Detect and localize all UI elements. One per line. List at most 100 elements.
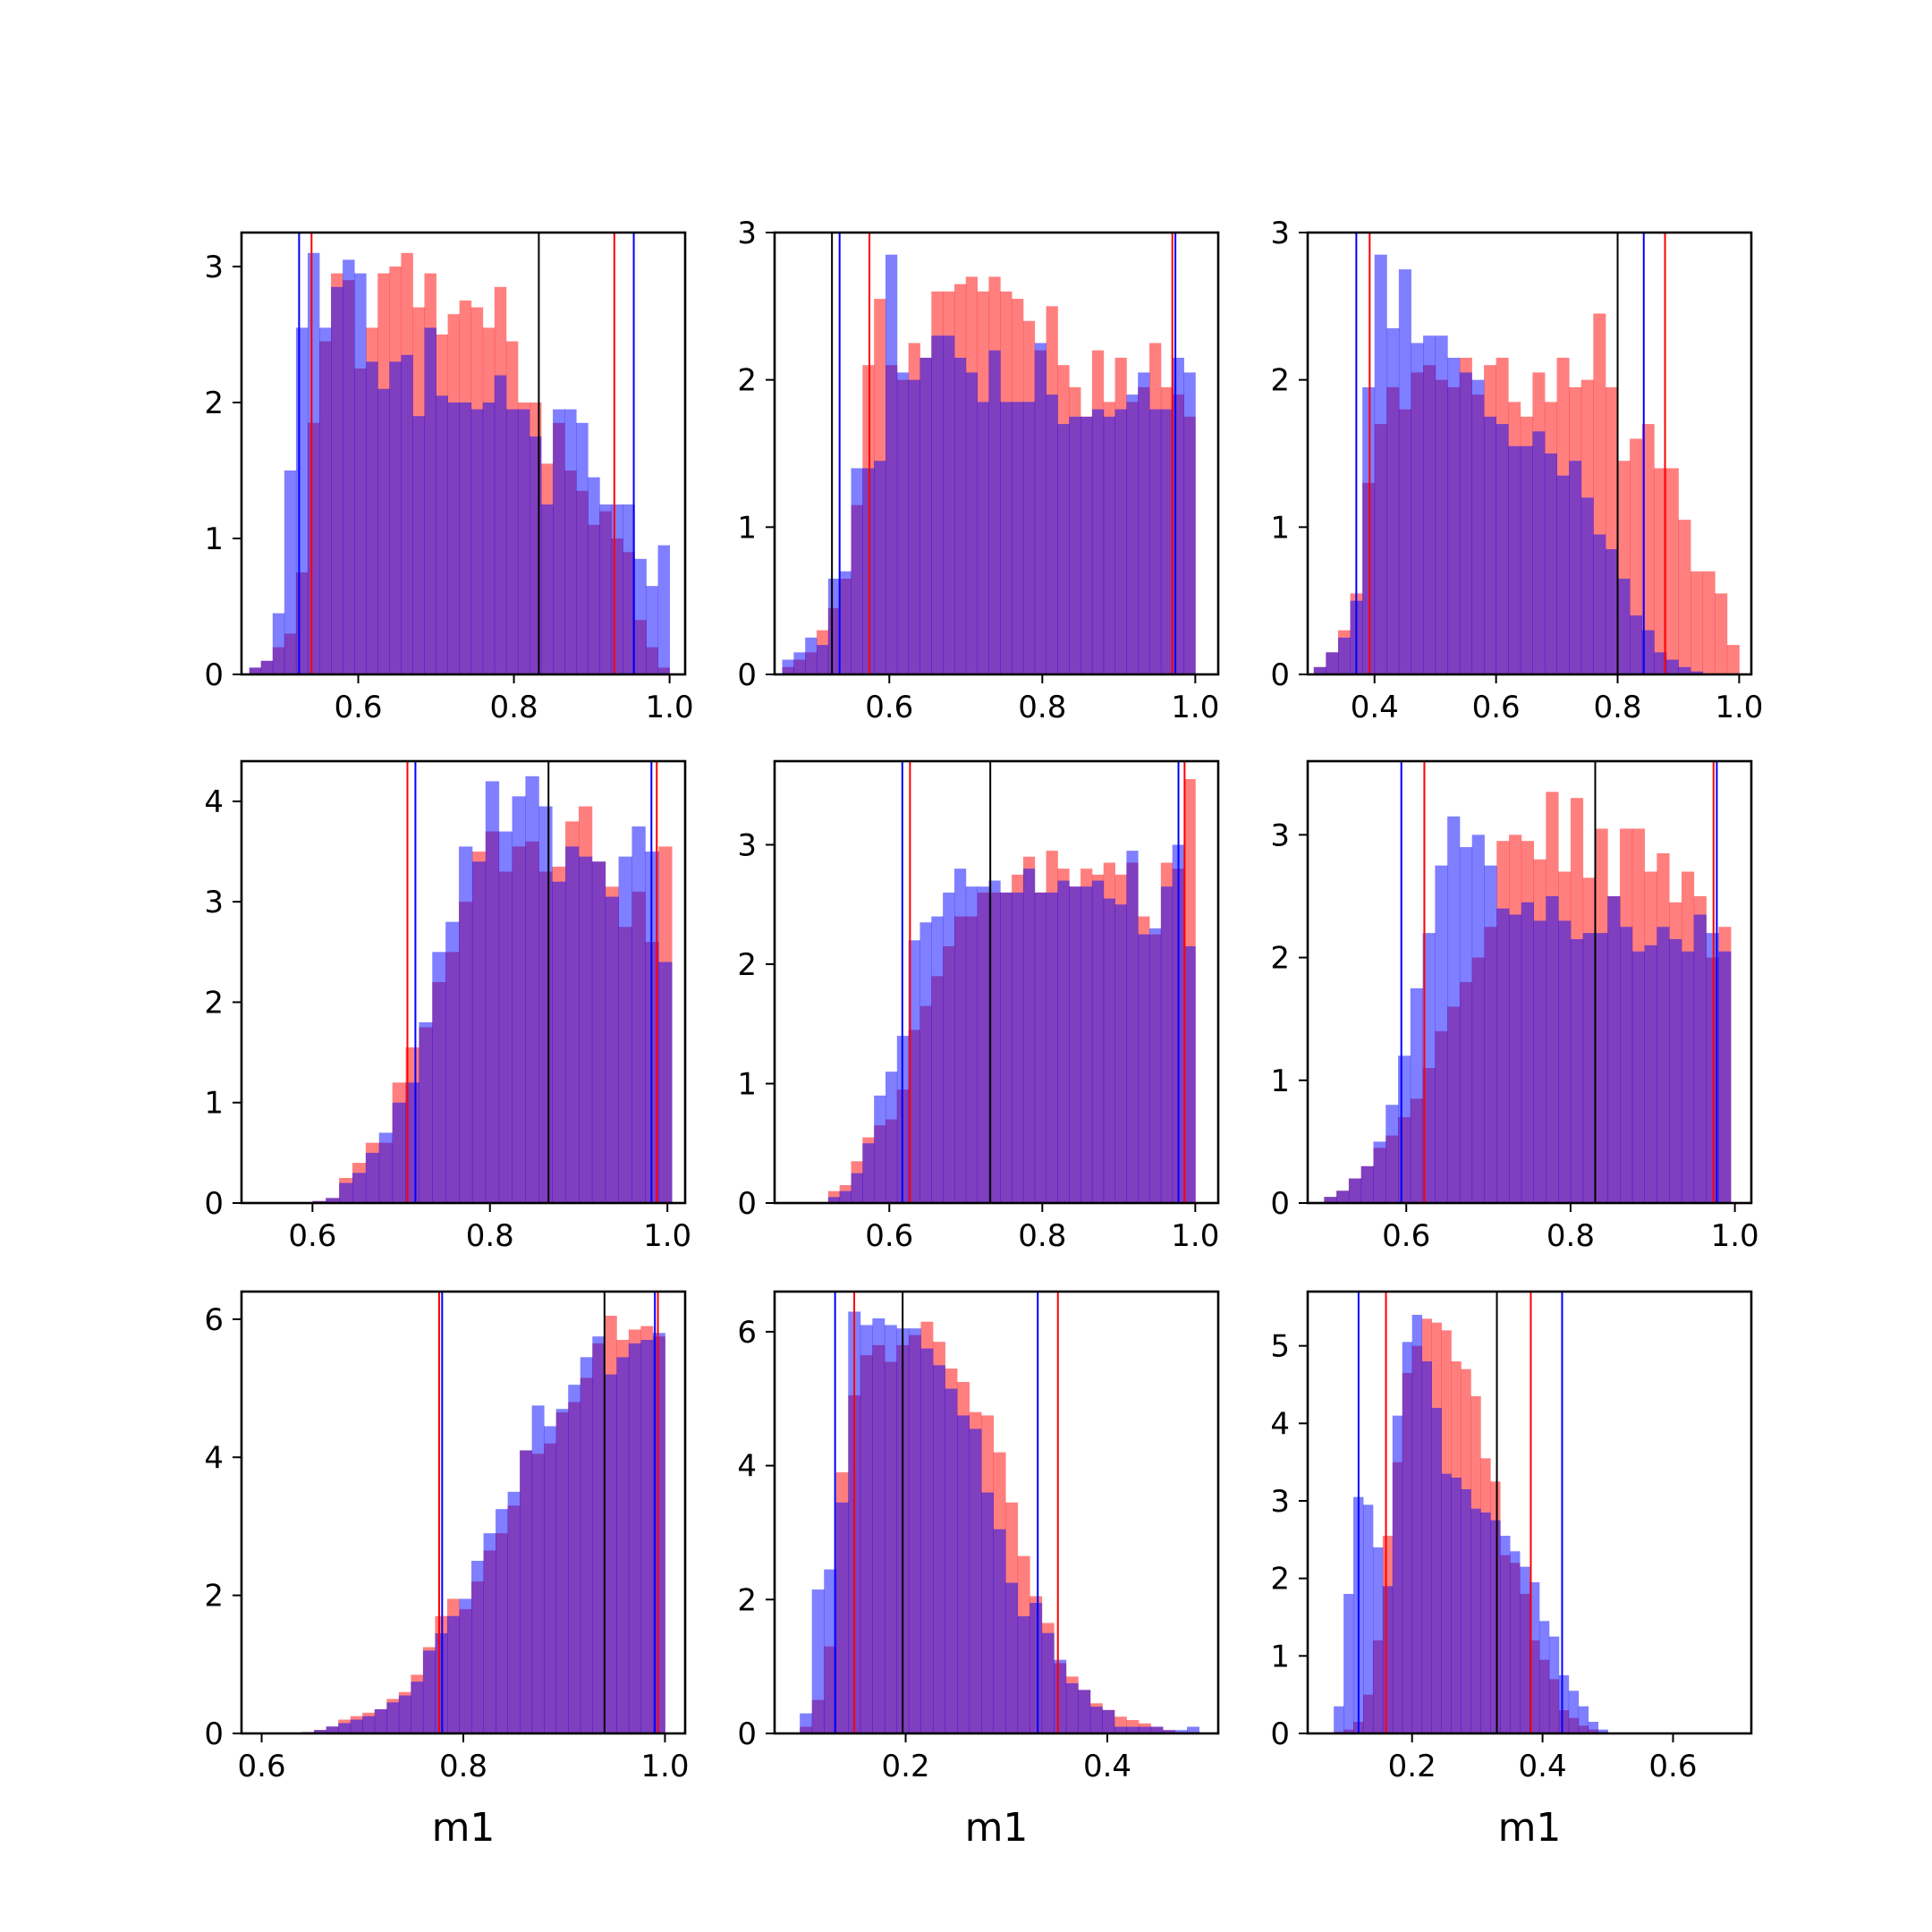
histogram-bar — [616, 1357, 630, 1733]
histogram-bar — [1605, 549, 1618, 674]
histogram-bar — [1000, 892, 1013, 1203]
x-tick-label: 0.8 — [490, 690, 538, 725]
histogram-panel-5: 0.6 0.8 1.0 0 1 2 3 — [737, 759, 1219, 1254]
histogram-bar — [1069, 886, 1081, 1203]
histogram-bar — [782, 659, 794, 674]
y-tick-label: 4 — [737, 1449, 757, 1485]
histogram-bar — [1337, 637, 1351, 674]
histogram-bar — [1057, 880, 1070, 1203]
x-tick-label: 0.8 — [466, 1218, 514, 1254]
histogram-bar — [401, 354, 413, 674]
histogram-bar — [1373, 1141, 1386, 1203]
histogram-bar — [564, 409, 577, 674]
y-tick-label: 3 — [204, 885, 224, 920]
y-tick-label: 3 — [737, 827, 757, 863]
histogram-bar — [482, 402, 496, 674]
x-tick-label: 0.8 — [1593, 690, 1641, 725]
histogram-bar — [860, 1325, 873, 1733]
y-tick-label: 0 — [204, 657, 224, 693]
histogram-bar — [1617, 578, 1631, 674]
histogram-bar — [343, 259, 355, 674]
histogram-bar — [839, 571, 852, 674]
histogram-panel-1: 0.6 0.8 1.0 0 1 2 3 — [204, 231, 694, 725]
histogram-bar — [578, 856, 593, 1203]
histogram-bar — [1402, 1342, 1413, 1733]
histogram-bar — [284, 470, 297, 674]
histogram-bar — [886, 254, 898, 674]
histogram-bar — [604, 1374, 617, 1734]
histogram-bar — [307, 252, 320, 674]
y-tick-label: 1 — [737, 510, 757, 546]
histogram-bar — [1398, 1055, 1411, 1203]
histogram-bar — [1057, 424, 1070, 674]
histogram-bar — [827, 578, 841, 674]
histogram-bar — [1398, 269, 1411, 674]
histogram-bar — [1654, 652, 1667, 674]
histogram-bar — [1726, 645, 1740, 674]
histogram-bar — [1665, 659, 1679, 674]
axes-frame — [1306, 231, 1753, 676]
histogram-bar — [1451, 1478, 1462, 1733]
histogram-bar — [319, 327, 332, 674]
histogram-bar — [1005, 1582, 1019, 1733]
histogram-bar — [874, 461, 886, 674]
histogram-bar — [1348, 1178, 1362, 1203]
x-tick-label: 0.6 — [1648, 1749, 1697, 1784]
histogram-bar — [1149, 409, 1162, 674]
series-blue — [1334, 1315, 1608, 1733]
histogram-bar — [1163, 1730, 1175, 1733]
histogram-bar — [1034, 343, 1046, 674]
y-tick-label: 3 — [1270, 216, 1290, 251]
histogram-bar — [1715, 593, 1728, 674]
histogram-bar — [932, 1365, 945, 1733]
y-tick-label: 0 — [737, 657, 757, 693]
histogram-bar — [1546, 895, 1559, 1203]
histogram-bar — [1183, 945, 1196, 1203]
x-axis-label: m1 — [1498, 1805, 1562, 1851]
histogram-bar — [1556, 475, 1570, 674]
histogram-bar — [555, 1409, 569, 1733]
histogram-bar — [249, 667, 262, 674]
histogram-bar — [471, 861, 487, 1203]
histogram-bar — [512, 796, 526, 1203]
histogram-bar — [339, 1182, 353, 1203]
x-tick-label: 0.8 — [439, 1749, 487, 1784]
histogram-bar — [459, 846, 473, 1203]
series-blue — [827, 844, 1196, 1203]
y-tick-label: 3 — [204, 250, 224, 285]
histogram-bar — [1644, 945, 1657, 1203]
x-axis-label: m1 — [432, 1805, 496, 1851]
histogram-bar — [1510, 1551, 1521, 1733]
histogram-bar — [1630, 615, 1643, 674]
histogram-bar — [1435, 865, 1448, 1203]
histogram-bar — [365, 1152, 380, 1203]
histogram-bar — [498, 831, 513, 1203]
histogram-bar — [374, 1708, 387, 1733]
histogram-bar — [1114, 904, 1127, 1203]
histogram-bar — [1669, 938, 1682, 1203]
histogram-bar — [1326, 652, 1339, 674]
histogram-bar — [1054, 1659, 1067, 1733]
histogram-bar — [1091, 409, 1105, 674]
histogram-bar — [896, 372, 910, 674]
histogram-bar — [1496, 908, 1510, 1203]
histogram-bar — [326, 1726, 339, 1733]
x-tick-label: 1.0 — [646, 690, 694, 725]
histogram-bar — [1532, 431, 1546, 674]
histogram-bar — [1435, 335, 1448, 674]
histogram-bar — [969, 1428, 982, 1733]
histogram-bar — [392, 1102, 406, 1203]
histogram-bar — [1149, 928, 1162, 1203]
histogram-bar — [1174, 1730, 1188, 1733]
y-tick-label: 4 — [1270, 1406, 1290, 1442]
histogram-bar — [1597, 1729, 1608, 1733]
histogram-bar — [993, 1529, 1006, 1733]
histogram-bar — [1533, 920, 1546, 1203]
histogram-bar — [1103, 898, 1115, 1203]
histogram-bar — [552, 881, 566, 1203]
axes-frame — [1306, 759, 1753, 1205]
histogram-bar — [634, 558, 647, 674]
histogram-bar — [1000, 402, 1013, 674]
histogram-bar — [945, 1388, 958, 1733]
histogram-bar — [1578, 1706, 1589, 1733]
